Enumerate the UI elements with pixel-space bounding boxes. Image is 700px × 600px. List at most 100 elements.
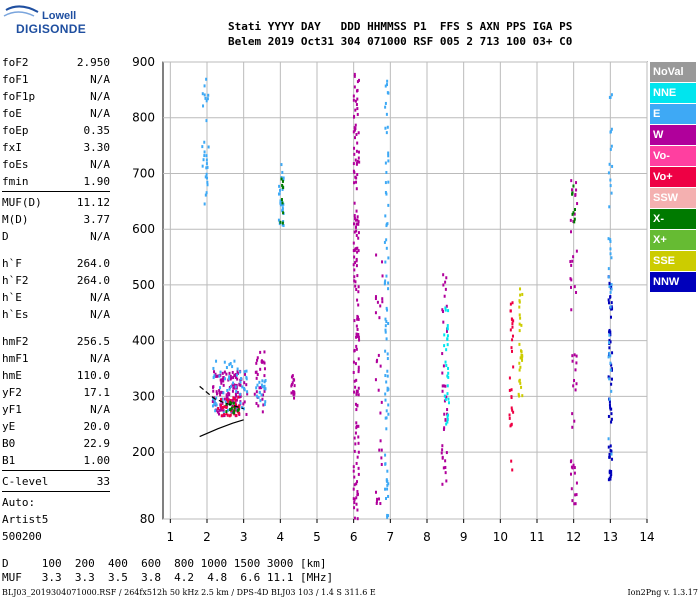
echo-point (223, 370, 226, 374)
echo-point (519, 293, 522, 297)
echo-point (383, 280, 386, 284)
echo-point (263, 389, 266, 393)
echo-point (355, 421, 358, 425)
echo-point (229, 413, 232, 417)
echo-point (573, 220, 576, 224)
echo-point (511, 301, 514, 305)
echo-point (575, 181, 578, 185)
echo-point (261, 397, 264, 401)
echo-point (446, 384, 449, 388)
echo-point (443, 394, 446, 398)
echo-point (573, 466, 576, 470)
echo-point (256, 356, 259, 360)
echo-point (387, 151, 390, 155)
echo-point (352, 497, 355, 501)
echo-point (609, 444, 612, 448)
echo-point (213, 399, 216, 403)
param-value: N/A (90, 158, 110, 171)
echo-point (356, 88, 359, 92)
echo-point (387, 287, 390, 291)
echo-point (386, 83, 389, 87)
echo-point (521, 358, 524, 362)
echo-point (447, 397, 450, 401)
legend-item-ssw: SSW (650, 188, 696, 208)
echo-point (353, 201, 356, 205)
echo-point (202, 158, 205, 162)
param-value: N/A (90, 90, 110, 103)
param-key: yF1 (2, 403, 22, 416)
echo-point (609, 340, 612, 344)
echo-point (573, 471, 576, 475)
echo-point (607, 478, 610, 482)
echo-point (443, 333, 446, 337)
echo-point (217, 407, 220, 411)
echo-point (291, 381, 294, 385)
echo-point (355, 482, 358, 486)
echo-point (608, 341, 611, 345)
echo-point (445, 451, 448, 455)
param-value: N/A (90, 403, 110, 416)
echo-point (610, 363, 613, 367)
echo-point (381, 260, 384, 264)
echo-point (446, 408, 449, 412)
echo-point (353, 114, 356, 118)
echo-point (352, 98, 355, 102)
echo-point (355, 288, 358, 292)
echo-point (357, 472, 360, 476)
echo-point (353, 449, 356, 453)
echo-point (569, 277, 572, 281)
echo-point (353, 349, 356, 353)
echo-point (236, 371, 239, 375)
echo-point (519, 349, 522, 353)
echo-point (261, 385, 264, 389)
echo-point (607, 445, 610, 449)
echo-point (386, 79, 389, 83)
echo-point (205, 154, 208, 158)
echo-point (444, 384, 447, 388)
echo-point (221, 397, 224, 401)
echo-point (573, 379, 576, 383)
echo-point (222, 391, 225, 395)
echo-point (279, 220, 282, 224)
echo-point (223, 413, 226, 417)
echo-point (355, 496, 358, 500)
echo-point (375, 500, 378, 504)
echo-point (255, 386, 258, 390)
echo-point (357, 335, 360, 339)
echo-point (376, 300, 379, 304)
echo-point (608, 351, 611, 355)
echo-point (354, 362, 357, 366)
echo-point (353, 268, 356, 272)
echo-point (442, 273, 445, 277)
echo-point (518, 313, 521, 317)
echo-point (355, 209, 358, 213)
echo-point (261, 379, 264, 383)
echo-point (205, 191, 208, 195)
echo-point (225, 372, 228, 376)
param-key: yE (2, 420, 16, 433)
echo-point (231, 404, 234, 408)
legend-item-vo-: Vo- (650, 146, 696, 166)
x-tick-label: 6 (350, 530, 358, 544)
echo-point (442, 310, 445, 314)
echo-point (607, 437, 610, 441)
echo-point (225, 393, 228, 397)
echo-point (356, 490, 359, 494)
echo-point (374, 490, 377, 494)
echo-point (441, 456, 444, 460)
echo-point (386, 515, 389, 519)
echo-point (279, 203, 282, 207)
echo-point (238, 383, 241, 387)
param-key: h`E (2, 291, 22, 304)
echo-point (384, 161, 387, 165)
echo-point (212, 397, 215, 401)
echo-point (446, 334, 449, 338)
param-row: h`F 264.0 (2, 255, 110, 272)
echo-point (610, 283, 613, 287)
echo-point (260, 383, 263, 387)
echo-point (353, 222, 356, 226)
echo-point (219, 405, 222, 409)
param-separator (2, 491, 110, 492)
echo-point (216, 410, 219, 414)
